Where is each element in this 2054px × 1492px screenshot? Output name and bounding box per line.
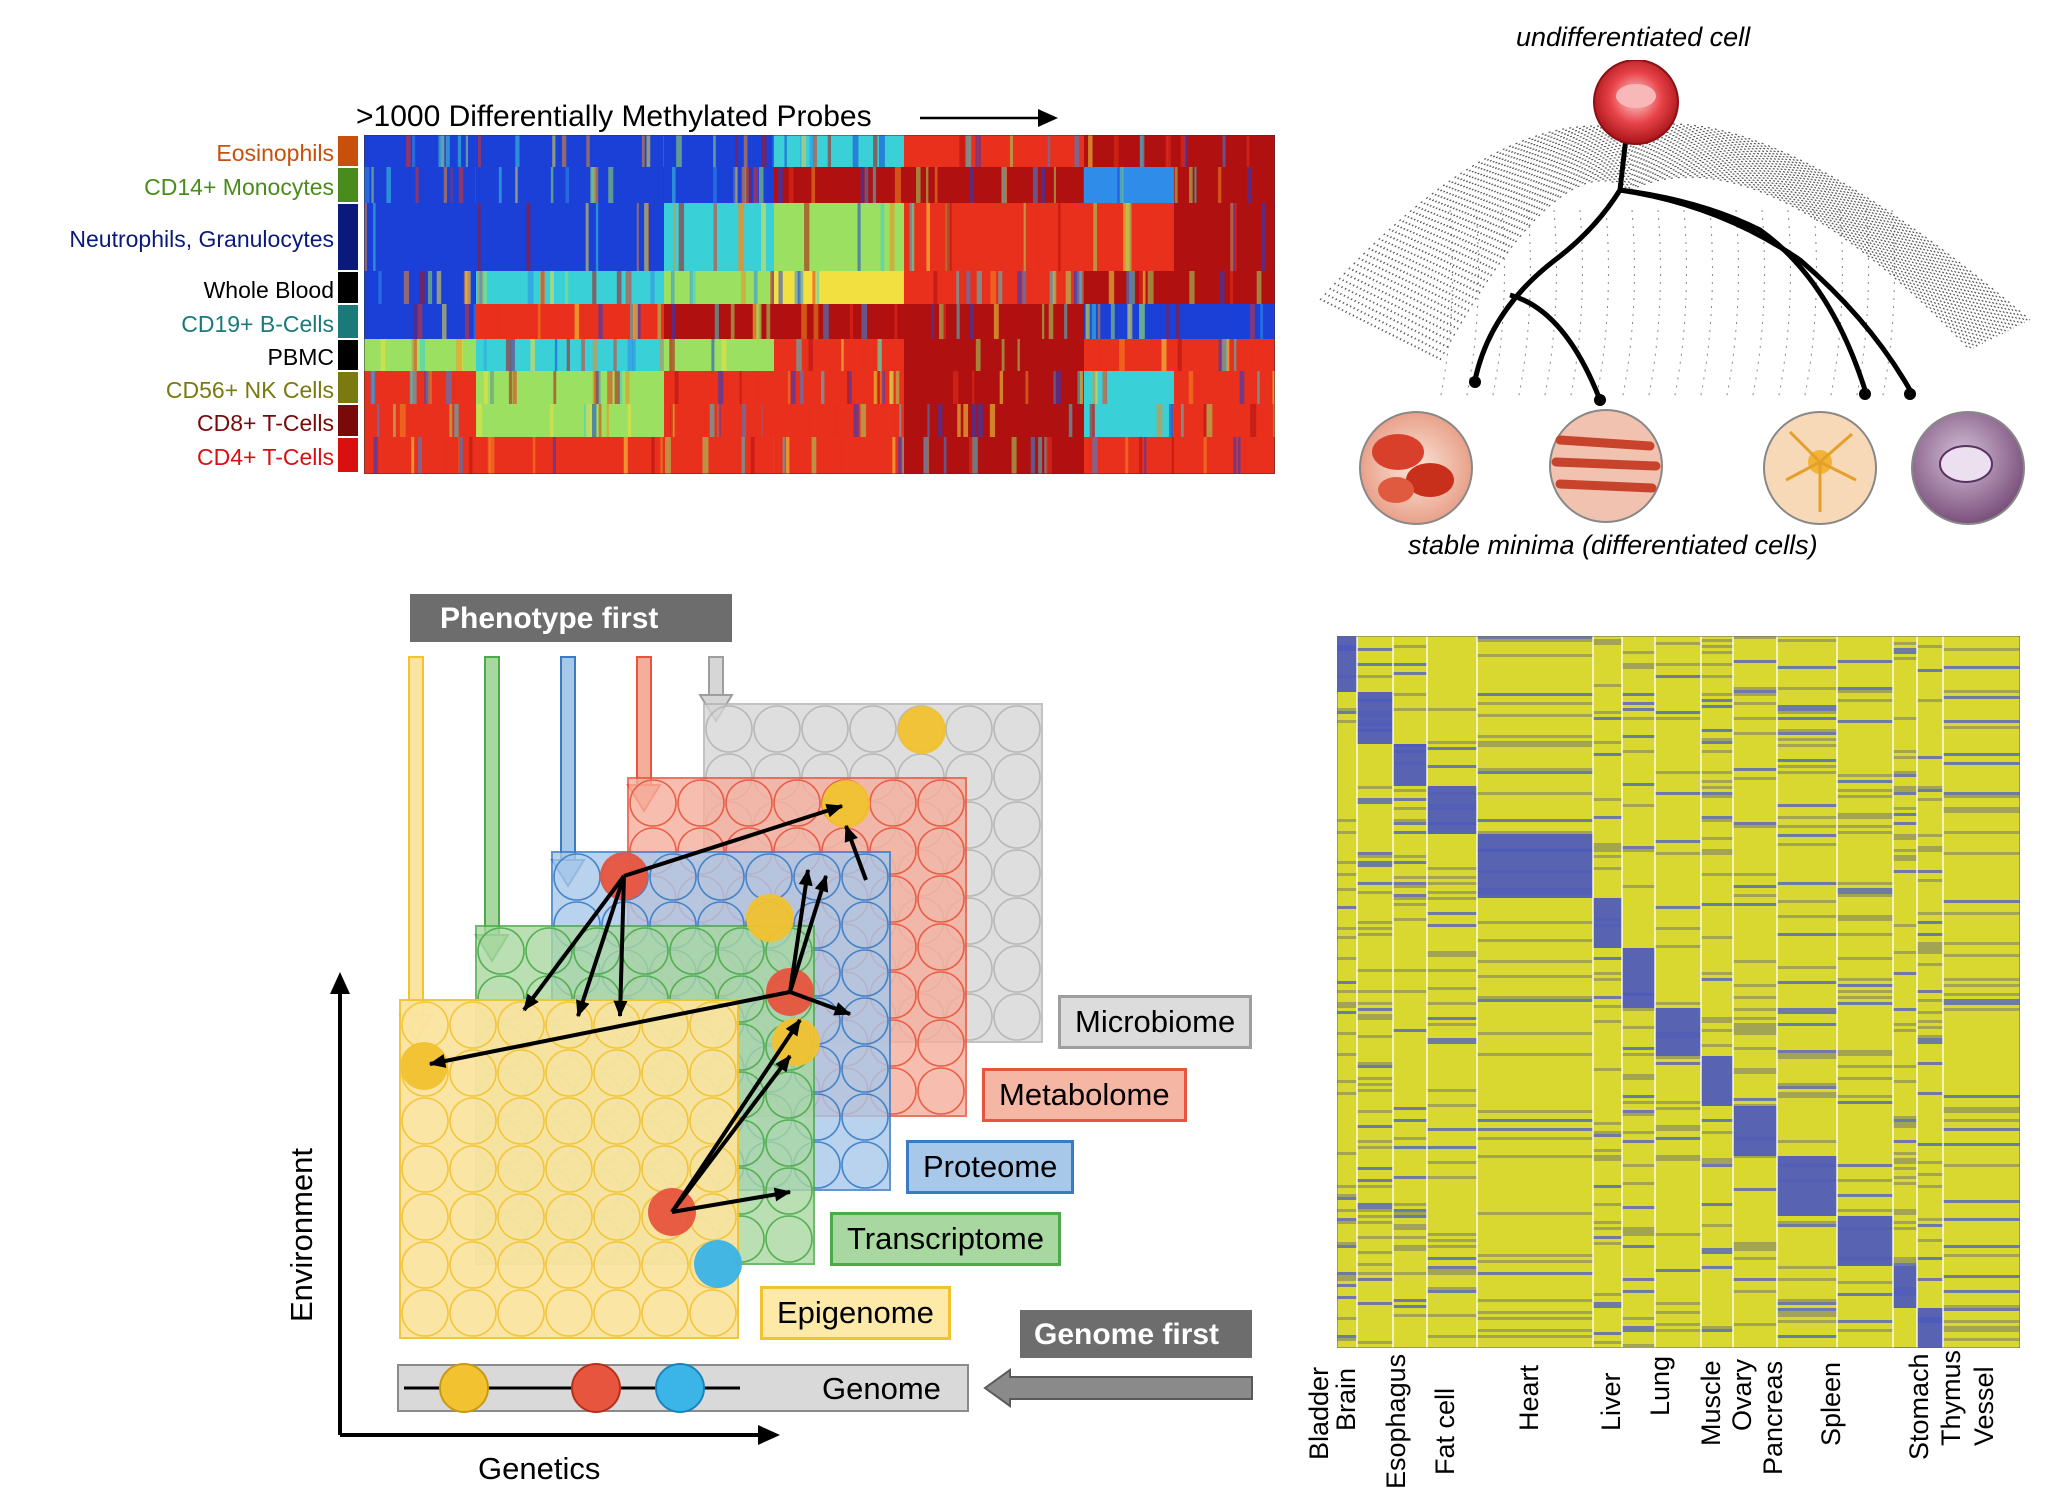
neuron-cell-icon — [1763, 411, 1877, 525]
cell-type-swatch — [338, 340, 358, 370]
genome-track — [397, 1363, 969, 1413]
red-blood-cell-icon — [1359, 411, 1473, 525]
omics-layer — [399, 999, 739, 1339]
tissue-label: Ovary — [1727, 1358, 1757, 1431]
omics-layers — [399, 703, 1043, 1339]
interaction-arrows — [428, 804, 868, 1214]
cell-type-swatch — [338, 305, 358, 338]
cell-type-swatch — [338, 168, 358, 202]
tissue-label: Pancreas — [1758, 1360, 1788, 1475]
layer-label: Metabolome — [982, 1068, 1187, 1122]
cell-type-label: Neutrophils, Granulocytes — [69, 226, 334, 252]
layer-label: Proteome — [906, 1140, 1075, 1194]
tissue-label: Thymus — [1936, 1349, 1966, 1446]
omics-diagram — [330, 594, 1253, 1445]
muscle-cell-icon — [1549, 409, 1663, 523]
tissue-label: Brain — [1331, 1367, 1361, 1431]
tissue-label: Liver — [1596, 1372, 1626, 1431]
cell-type-swatch — [338, 438, 358, 472]
layer-label: Microbiome — [1058, 995, 1253, 1049]
epithelial-cell-icon — [1911, 411, 2025, 525]
stable-minima-label: stable minima (differentiated cells) — [1408, 530, 1818, 560]
tissue-label: Esophagus — [1381, 1354, 1411, 1490]
methylation-heatmap — [364, 135, 1275, 474]
cell-type-label: Whole Blood — [203, 276, 334, 303]
differentiation-paths — [1472, 119, 1913, 401]
cell-type-swatch — [338, 136, 358, 166]
undifferentiated-cell-icon — [1593, 60, 1679, 145]
expression-heatmap — [1337, 636, 2020, 1348]
landscape-ridges — [1319, 123, 2031, 401]
tissue-label: Lung — [1645, 1356, 1675, 1417]
tissue-label: Muscle — [1696, 1360, 1726, 1446]
landscape-panel: undifferentiated cell — [1300, 0, 2054, 570]
cell-type-label: CD19+ B-Cells — [181, 310, 334, 337]
cell-type-swatch — [338, 405, 358, 436]
genome-first-label: Genome first — [1034, 1318, 1220, 1351]
environment-axis-label: Environment — [284, 1147, 319, 1322]
cell-type-label: CD56+ NK Cells — [165, 376, 334, 403]
methylation-title: >1000 Differentially Methylated Probes — [356, 100, 872, 133]
tissue-label: Vessel — [1969, 1366, 1999, 1446]
cell-type-label: CD8+ T-Cells — [197, 409, 334, 436]
phenotype-first-box — [410, 594, 732, 642]
genetics-axis-label: Genetics — [478, 1451, 601, 1486]
layer-label: Transcriptome — [830, 1212, 1061, 1266]
tissue-label: Stomach — [1904, 1353, 1934, 1461]
tissue-label: Fat cell — [1430, 1387, 1460, 1475]
waddington-landscape — [1319, 60, 2031, 525]
cell-type-label: CD4+ T-Cells — [197, 444, 334, 470]
phenotype-first-label: Phenotype first — [440, 602, 659, 635]
title-arrow — [920, 109, 1058, 127]
tissue-label: Spleen — [1816, 1361, 1846, 1446]
layer-label: Epigenome — [760, 1286, 951, 1340]
cell-type-swatch — [338, 372, 358, 403]
cell-type-label: Eosinophils — [216, 140, 334, 166]
cell-type-label: CD14+ Monocytes — [144, 174, 334, 200]
axes — [330, 972, 780, 1445]
omics-panel: Phenotype first Genome first Genome Micr… — [0, 580, 1300, 1492]
methylation-panel: >1000 Differentially Methylated Probes E… — [0, 0, 1300, 500]
expression-panel — [1300, 600, 2054, 1492]
genome-first-arrow — [983, 1310, 1253, 1408]
cell-type-swatch — [338, 204, 358, 270]
cell-type-label: PBMC — [267, 344, 334, 370]
cell-type-swatch — [338, 272, 358, 303]
tissue-label: Heart — [1514, 1364, 1544, 1431]
undifferentiated-label: undifferentiated cell — [1516, 22, 1751, 52]
genome-label: Genome — [822, 1371, 941, 1406]
